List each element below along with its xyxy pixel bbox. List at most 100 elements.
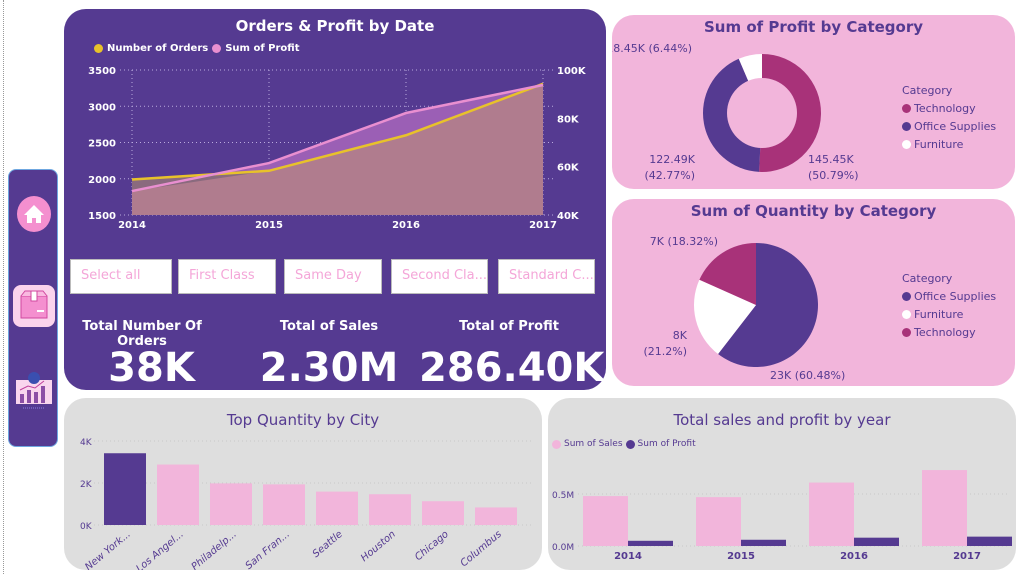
home-icon [17, 196, 51, 232]
profit-category-panel: Sum of Profit by Category 145.45K (50.79%… [612, 15, 1015, 189]
y-tick-label: 1500 [88, 211, 116, 222]
legend-label: Technology [914, 102, 976, 115]
y-tick-label: 3500 [88, 66, 116, 77]
quantity-pie-legend: Category Office Supplies Furniture Technolo… [902, 267, 996, 339]
city-bar [157, 464, 199, 525]
profit-donut-chart: 145.45K (50.79%) 122.49K (42.77%) 18.45K (6.… [612, 42, 859, 182]
legend-dot [902, 140, 911, 149]
slicer-standard-c-[interactable]: Standard C... [498, 259, 595, 294]
legend-title: Category [902, 84, 953, 97]
y-tick-label: 2500 [88, 139, 116, 150]
page-border [3, 0, 4, 574]
sales-profit-year-panel: Total sales and profit by year Sum of Sa… [548, 398, 1016, 570]
x-tick-label: 2017 [529, 220, 557, 231]
quantity-pie-title: Sum of Quantity by Category [690, 202, 937, 220]
city-label: Philadelp... [190, 529, 239, 570]
sales-bar [809, 482, 854, 546]
box-icon [13, 285, 55, 327]
y2-tick-label: 100K [557, 66, 587, 77]
slice-label: 145.45K [808, 153, 854, 166]
slicer-same-day[interactable]: Same Day [284, 259, 382, 294]
chart-icon [16, 372, 52, 409]
legend-profit: Sum of Profit [637, 439, 696, 449]
legend-dot-profit [212, 44, 222, 53]
legend-item[interactable]: Office Supplies [902, 290, 996, 303]
legend-label: Furniture [914, 308, 964, 321]
legend-orders: Number of Orders [107, 43, 209, 54]
slicer-second-cla-[interactable]: Second Cla... [391, 259, 488, 294]
legend-title: Category [902, 272, 953, 285]
kpi-orders-label: Total Number Of Orders [82, 319, 202, 349]
city-label: New York... [83, 529, 133, 570]
legend-item[interactable]: Furniture [902, 138, 996, 151]
kpi-profit-value: 286.40K [419, 345, 605, 391]
pie-slice-office-supplies [718, 243, 818, 367]
year-chart-legend: Sum of Sales Sum of Profit [552, 439, 696, 449]
analytics-button[interactable] [15, 370, 53, 412]
slicer-select-all[interactable]: Select all [70, 259, 172, 294]
y2-tick-label: 60K [557, 163, 580, 174]
legend-item[interactable]: Furniture [902, 308, 996, 321]
legend-dot [902, 122, 911, 131]
sales-bar [696, 497, 741, 546]
slice-label-pct: (21.2%) [643, 345, 687, 358]
city-chart-title: Top Quantity by City [226, 411, 380, 429]
kpi-orders-value: 38K [108, 345, 195, 391]
legend-item[interactable]: Office Supplies [902, 120, 996, 133]
city-bar [210, 483, 252, 525]
city-label: Seattle [311, 529, 345, 560]
legend-item[interactable]: Technology [902, 102, 996, 115]
sales-bar [583, 496, 628, 546]
sales-bar [922, 470, 967, 546]
slice-label-pct: (50.79%) [808, 169, 859, 182]
slice-label: 18.45K (6.44%) [612, 42, 692, 55]
quantity-category-panel: Sum of Quantity by Category 23K (60.48%)… [612, 199, 1015, 386]
profit-bar [854, 537, 899, 546]
slice-label: 122.49K [649, 153, 695, 166]
city-label: Houston [359, 529, 398, 564]
city-bar [422, 501, 464, 525]
kpi-profit-label: Total of Profit [459, 319, 559, 334]
legend-dot [902, 104, 911, 113]
city-label: Chicago [413, 529, 451, 563]
legend-dot [902, 292, 911, 301]
pie-slice-technology [699, 243, 756, 305]
x-tick-label: 2015 [727, 551, 755, 562]
orders-button[interactable] [12, 284, 56, 328]
kpi-sales-value: 2.30M [259, 345, 399, 391]
x-tick-label: 2016 [840, 551, 868, 562]
legend-sales: Sum of Sales [564, 439, 623, 449]
legend-item[interactable]: Technology [902, 326, 996, 339]
y-tick-label: 0K [80, 522, 93, 532]
legend-label: Office Supplies [914, 290, 997, 303]
x-tick-label: 2017 [953, 551, 981, 562]
city-label: Columbus [459, 529, 504, 569]
pie-slice-furniture [694, 279, 756, 355]
orders-profit-panel: Orders & Profit by Date Number of Orders… [64, 9, 606, 391]
x-tick-label: 2014 [118, 220, 146, 231]
legend-dot-orders [94, 44, 103, 53]
y2-tick-label: 40K [557, 211, 580, 222]
city-quantity-panel: Top Quantity by City 4K 2K 0K New York... Lo… [64, 398, 542, 570]
city-bar [263, 484, 305, 525]
line-chart-legend: Number of Orders Sum of Profit [94, 43, 299, 54]
y2-tick-label: 80K [557, 114, 580, 125]
donut-hole [727, 78, 797, 148]
x-tick-label: 2015 [255, 220, 283, 231]
line-chart-title: Orders & Profit by Date [235, 17, 435, 35]
y-tick-label: 3000 [88, 102, 116, 113]
y-tick-label: 4K [80, 438, 93, 448]
year-bar-chart: 0.5M 0.0M 2014 2015 2016 2017 [552, 470, 1012, 562]
profit-bar [967, 536, 1012, 546]
quantity-pie-chart: 23K (60.48%) 8K (21.2%) 7K (18.32%) [643, 235, 845, 382]
city-label: Los Angel... [134, 529, 186, 570]
slice-label-pct: (42.77%) [644, 169, 695, 182]
profit-pie-legend: Category Technology Office Supplies Furnitu… [902, 79, 996, 151]
slicer-first-class[interactable]: First Class [178, 259, 276, 294]
legend-dot [902, 310, 911, 319]
orders-line [131, 82, 544, 181]
sidebar [8, 169, 58, 447]
profit-line [131, 83, 544, 193]
home-button[interactable] [16, 196, 52, 232]
